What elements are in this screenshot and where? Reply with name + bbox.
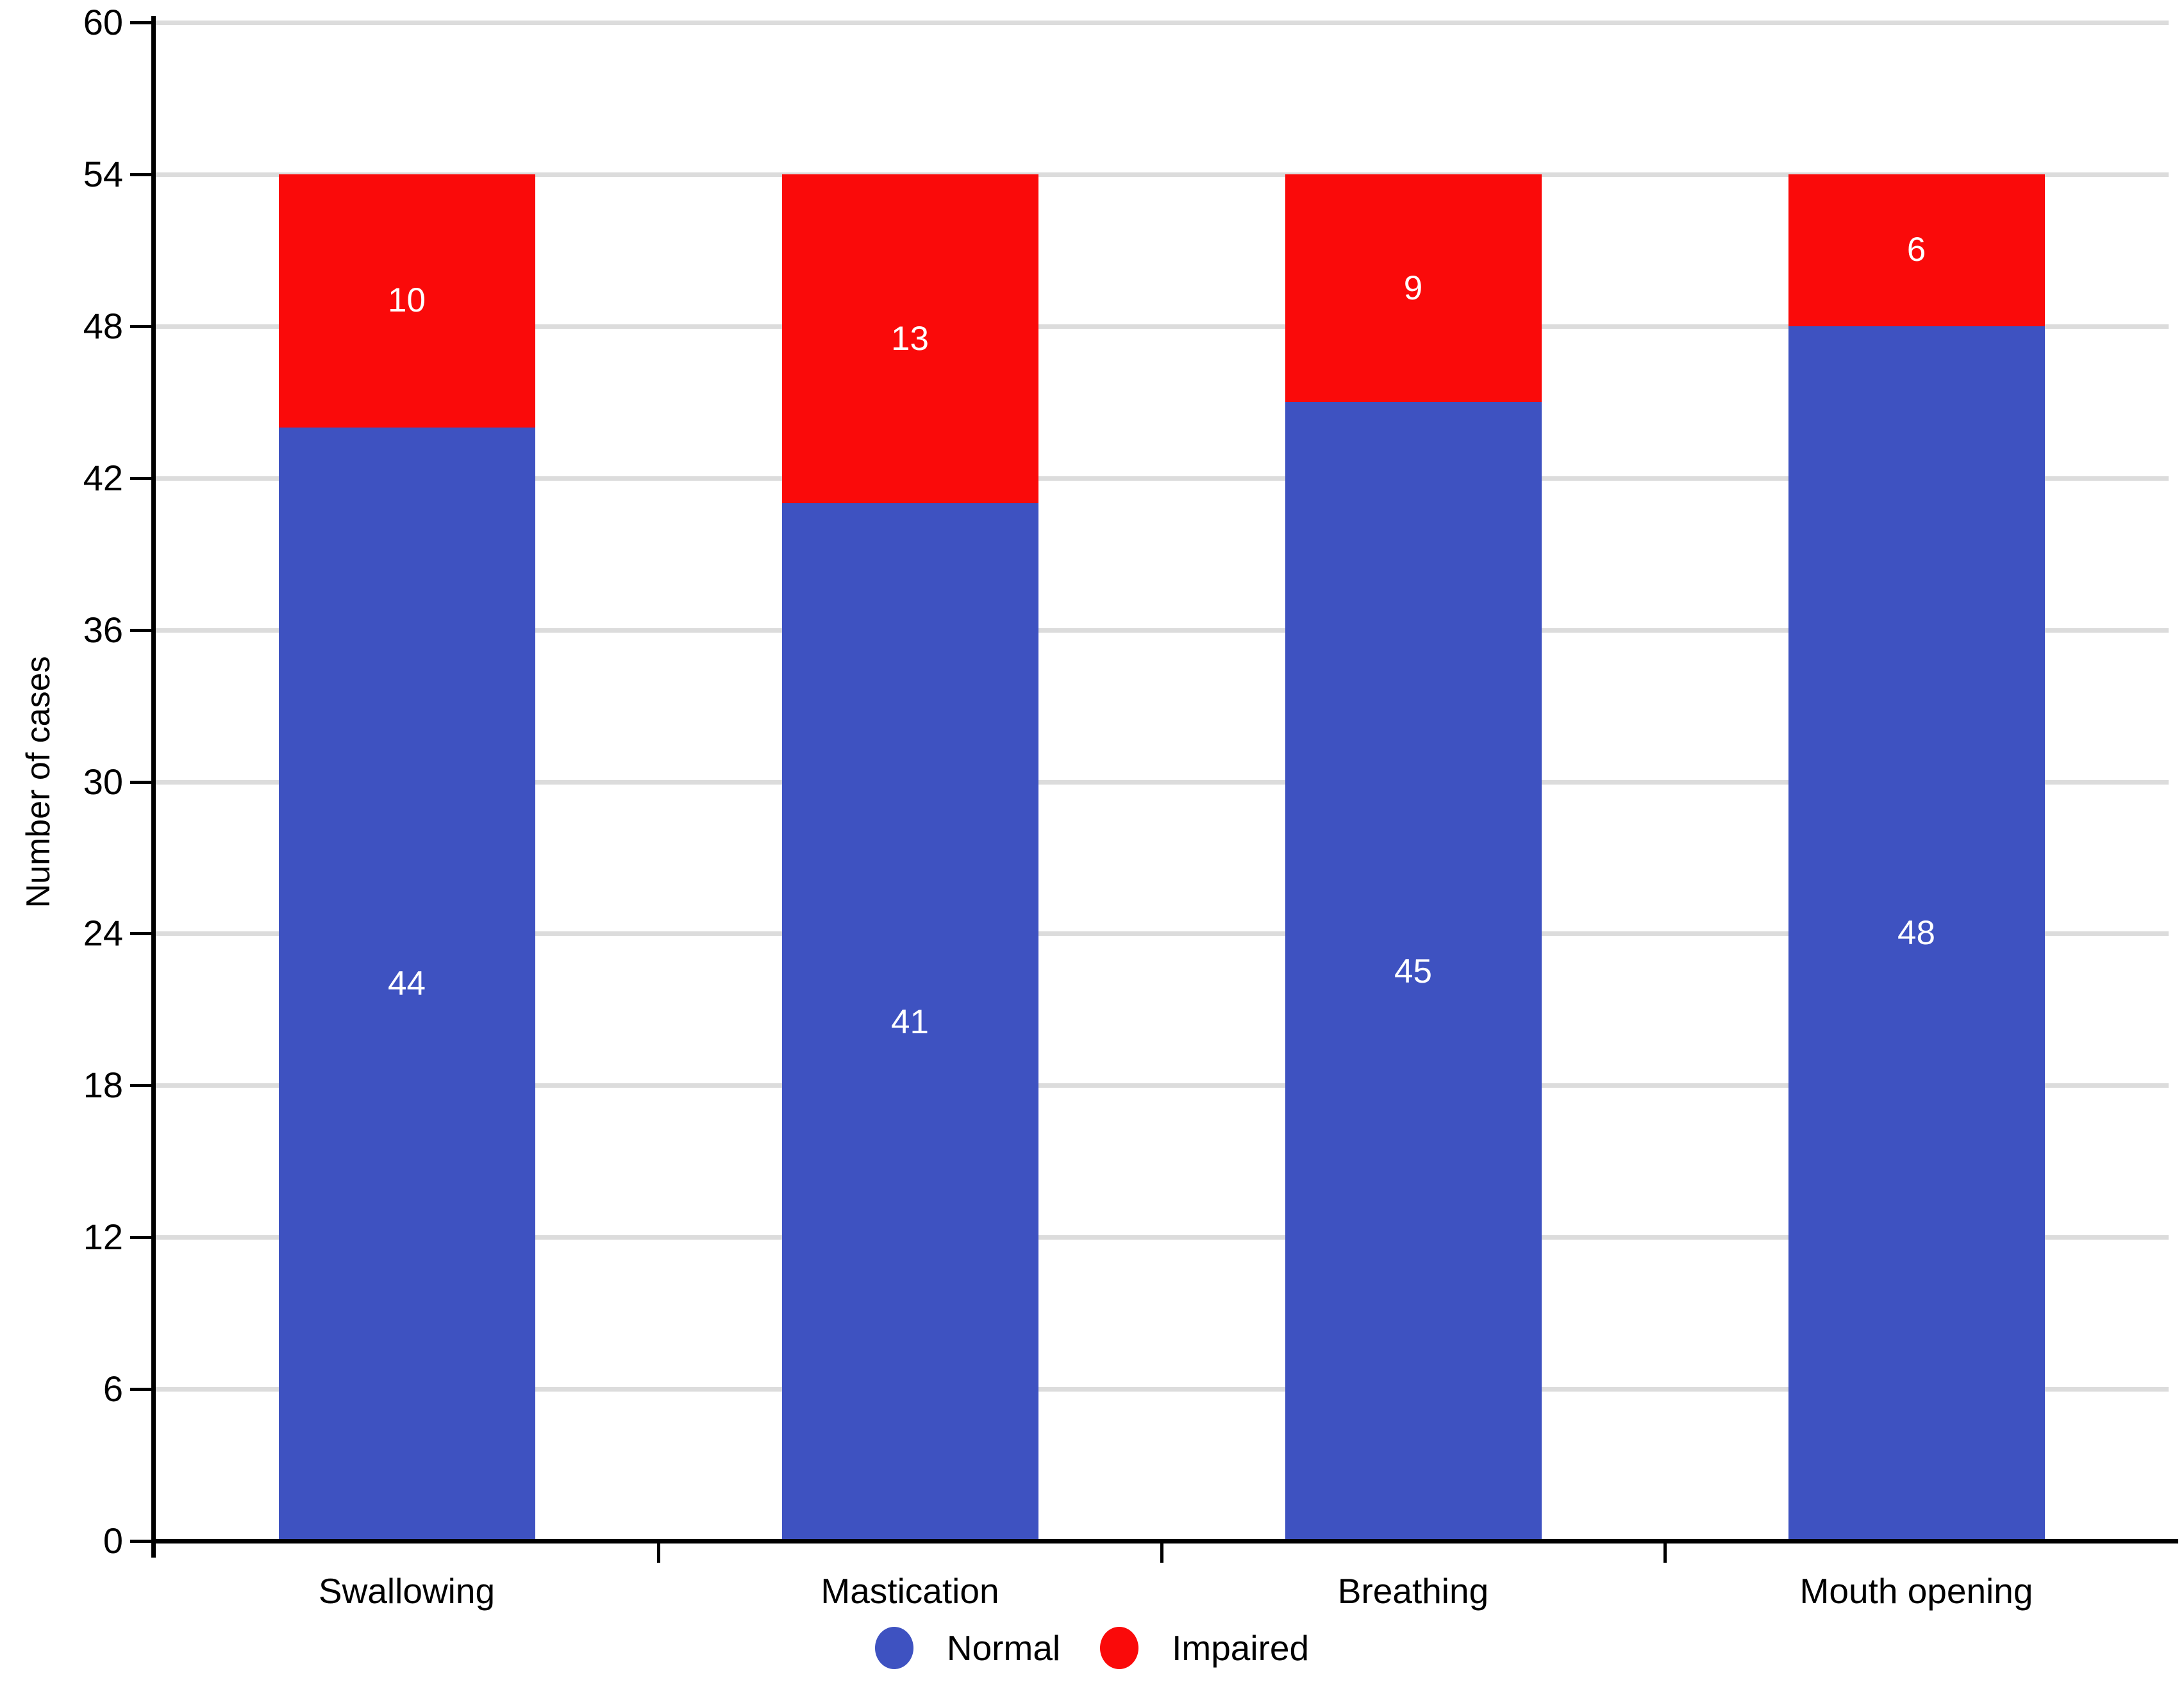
bar-value-label-normal-2: 45 [1394, 952, 1432, 990]
gridline-y-48 [156, 324, 2169, 329]
category-label-1: Mastication [821, 1571, 999, 1611]
gridline-y-12 [156, 1235, 2169, 1240]
y-tick-label-6: 6 [103, 1369, 123, 1410]
bar-segment-normal-0 [278, 427, 535, 1541]
x-tick-1 [657, 1543, 660, 1563]
gridline-y-54 [156, 172, 2169, 177]
bar-value-label-impaired-0: 10 [388, 281, 426, 320]
legend-item-impaired: Impaired [1100, 1627, 1309, 1669]
y-tick-18 [130, 1084, 151, 1088]
y-tick-label-30: 30 [83, 761, 123, 802]
y-tick-24 [130, 932, 151, 936]
y-tick-48 [130, 324, 151, 328]
y-tick-0 [130, 1540, 151, 1543]
y-tick-label-18: 18 [83, 1065, 123, 1106]
x-axis-line [151, 1539, 2178, 1543]
bar-segment-normal-3 [1788, 326, 2045, 1541]
y-tick-label-36: 36 [83, 609, 123, 650]
y-tick-label-12: 12 [83, 1217, 123, 1258]
gridline-y-42 [156, 476, 2169, 481]
legend-label-normal: Normal [946, 1628, 1061, 1668]
x-tick-2 [1160, 1543, 1163, 1563]
bar-segment-normal-2 [1285, 402, 1542, 1541]
y-tick-label-54: 54 [83, 153, 123, 194]
y-tick-label-48: 48 [83, 305, 123, 346]
y-tick-6 [130, 1388, 151, 1392]
bar-segment-impaired-1 [781, 174, 1038, 504]
bar-value-label-normal-0: 44 [388, 965, 426, 1003]
legend-item-normal: Normal [874, 1627, 1061, 1669]
category-label-2: Breathing [1337, 1571, 1489, 1611]
gridline-y-60 [156, 21, 2169, 25]
gridline-y-24 [156, 931, 2169, 936]
legend-label-impaired: Impaired [1172, 1628, 1310, 1668]
y-tick-42 [130, 476, 151, 480]
gridline-y-18 [156, 1083, 2169, 1088]
bar-segment-impaired-0 [278, 174, 535, 428]
bar-segment-normal-1 [781, 503, 1038, 1541]
y-tick-label-60: 60 [83, 2, 123, 42]
bar-value-label-normal-3: 48 [1897, 914, 1935, 953]
bar-segment-impaired-2 [1285, 174, 1542, 403]
legend-marker-normal-icon [874, 1627, 913, 1669]
category-label-3: Mouth opening [1799, 1571, 2033, 1611]
y-tick-12 [130, 1236, 151, 1240]
bar-value-label-impaired-2: 9 [1403, 269, 1423, 307]
y-tick-label-42: 42 [83, 457, 123, 498]
bar-value-label-impaired-1: 13 [891, 319, 929, 358]
bar-value-label-normal-1: 41 [891, 1003, 929, 1041]
gridline-y-30 [156, 779, 2169, 785]
x-tick-3 [1663, 1543, 1667, 1563]
gridline-y-36 [156, 628, 2169, 633]
bar-value-label-impaired-3: 6 [1906, 231, 1926, 269]
y-tick-30 [130, 780, 151, 784]
y-tick-label-24: 24 [83, 913, 123, 954]
category-label-0: Swallowing [318, 1571, 496, 1611]
gridline-y-6 [156, 1387, 2169, 1392]
y-tick-54 [130, 172, 151, 176]
y-tick-36 [130, 628, 151, 632]
legend: Normal Impaired [0, 1627, 2184, 1669]
y-tick-label-0: 0 [103, 1520, 123, 1561]
y-tick-60 [130, 21, 151, 24]
bar-segment-impaired-3 [1788, 174, 2045, 326]
y-axis-line [151, 16, 156, 1558]
legend-marker-impaired-icon [1100, 1627, 1139, 1669]
